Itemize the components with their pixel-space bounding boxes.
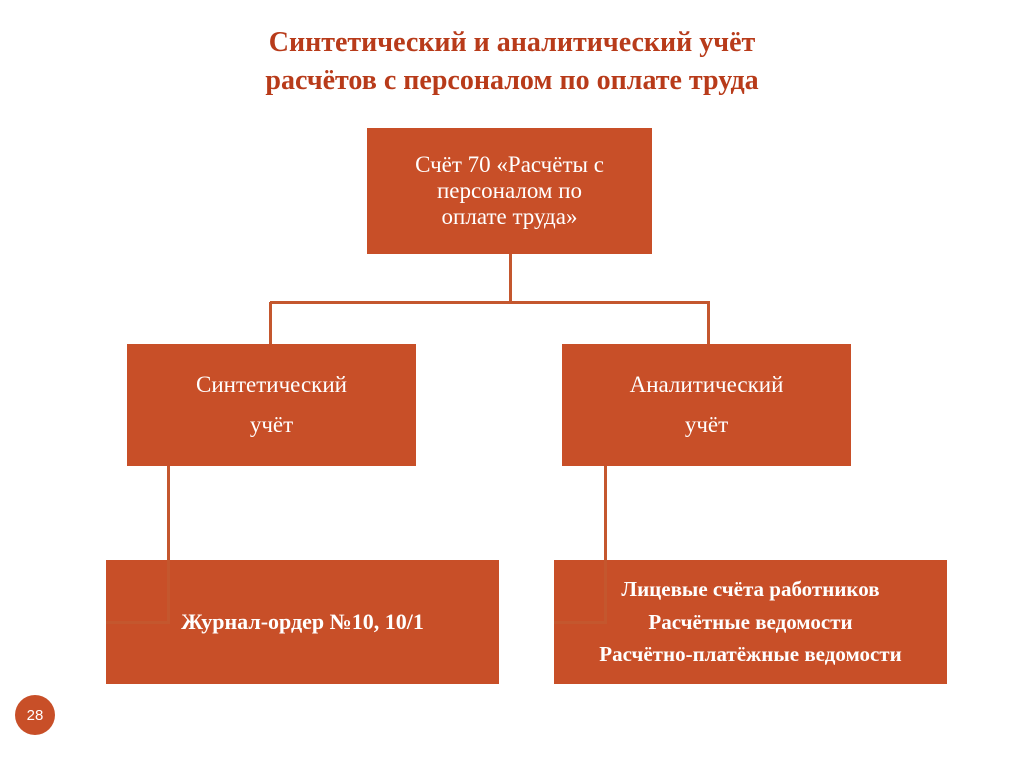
- root-box: Счёт 70 «Расчёты с персоналом по оплате …: [367, 128, 652, 254]
- connector-main-horizontal: [270, 301, 710, 304]
- right-box: Аналитический учёт: [562, 344, 851, 466]
- connector-root-drop: [509, 254, 512, 302]
- right-detail-line-2: Расчётные ведомости: [554, 606, 947, 639]
- right-detail-line-1: Лицевые счёта работников: [554, 573, 947, 606]
- left-box: Синтетический учёт: [127, 344, 416, 466]
- connector-left-drop: [269, 302, 272, 344]
- connector-right-detail-h: [554, 621, 605, 624]
- root-line-3: оплате труда»: [367, 204, 652, 230]
- connector-left-detail-v: [167, 466, 170, 624]
- left-line-1: Синтетический: [127, 372, 416, 398]
- page-title: Синтетический и аналитический учёт расчё…: [0, 0, 1024, 100]
- right-line-2: учёт: [562, 412, 851, 438]
- right-detail-line-3: Расчётно-платёжные ведомости: [554, 638, 947, 671]
- right-detail-box: Лицевые счёта работников Расчётные ведом…: [554, 560, 947, 684]
- page-number: 28: [27, 707, 44, 724]
- title-line-2: расчётов с персоналом по оплате труда: [0, 62, 1024, 100]
- connector-right-detail-v: [604, 466, 607, 624]
- right-line-1: Аналитический: [562, 372, 851, 398]
- left-line-2: учёт: [127, 412, 416, 438]
- title-line-1: Синтетический и аналитический учёт: [0, 24, 1024, 62]
- root-line-1: Счёт 70 «Расчёты с: [367, 152, 652, 178]
- root-line-2: персоналом по: [367, 178, 652, 204]
- page-number-badge: 28: [15, 695, 55, 735]
- connector-left-detail-h: [106, 621, 168, 624]
- connector-right-drop: [707, 302, 710, 344]
